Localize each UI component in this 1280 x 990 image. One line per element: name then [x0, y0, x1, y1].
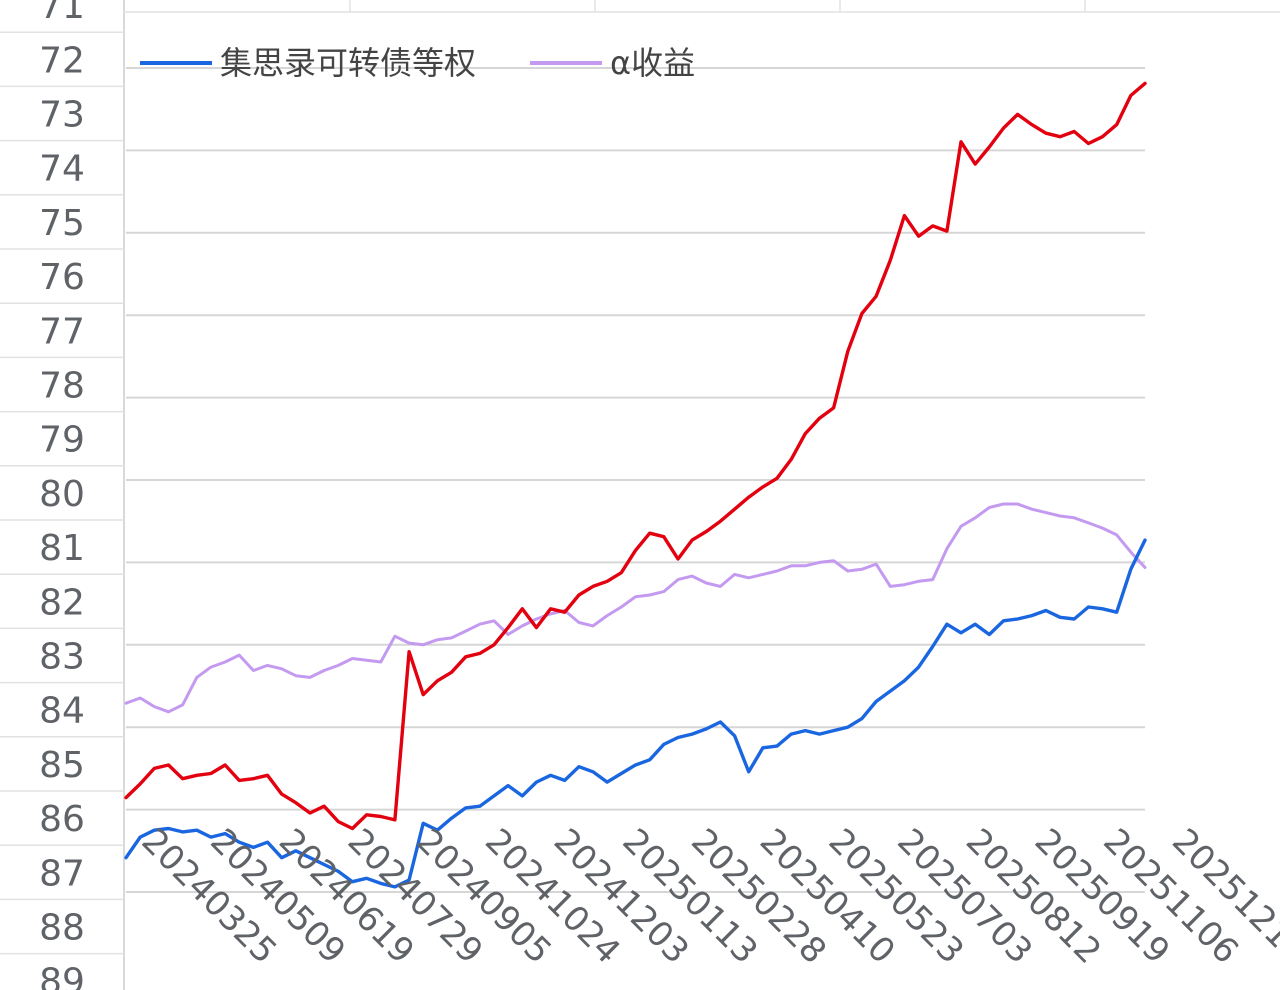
series-line-convertible-bond-index: [124, 538, 1147, 889]
row-number[interactable]: 79: [39, 420, 85, 461]
series-line-alpha-return: [124, 502, 1147, 714]
row-number[interactable]: 88: [39, 908, 85, 949]
row-number[interactable]: 76: [39, 257, 85, 298]
row-number[interactable]: 80: [39, 474, 85, 515]
row-number[interactable]: 78: [39, 366, 85, 407]
row-number[interactable]: 86: [39, 799, 85, 840]
row-number[interactable]: 71: [39, 0, 85, 27]
chart-plot-area: [124, 81, 1147, 889]
row-number[interactable]: 81: [39, 528, 85, 569]
row-number[interactable]: 84: [39, 691, 85, 732]
row-number[interactable]: 75: [39, 203, 85, 244]
row-number[interactable]: 83: [39, 637, 85, 678]
row-number[interactable]: 85: [39, 745, 85, 786]
row-number[interactable]: 74: [39, 149, 85, 190]
chart-gridlines: [126, 67, 1145, 893]
row-number[interactable]: 89: [39, 962, 85, 990]
legend-label: 集思录可转债等权: [220, 44, 476, 82]
row-number[interactable]: 77: [39, 311, 85, 352]
series-line-combined: [124, 81, 1147, 831]
x-axis-tick-labels: 2024032520240509202406192024072920240905…: [134, 821, 1280, 972]
row-number[interactable]: 87: [39, 853, 85, 894]
row-number[interactable]: 73: [39, 95, 85, 136]
row-number[interactable]: 82: [39, 582, 85, 623]
chart-legend: 集思录可转债等权 α收益: [140, 44, 695, 82]
row-number[interactable]: 72: [39, 40, 85, 81]
legend-label: α收益: [610, 44, 695, 82]
